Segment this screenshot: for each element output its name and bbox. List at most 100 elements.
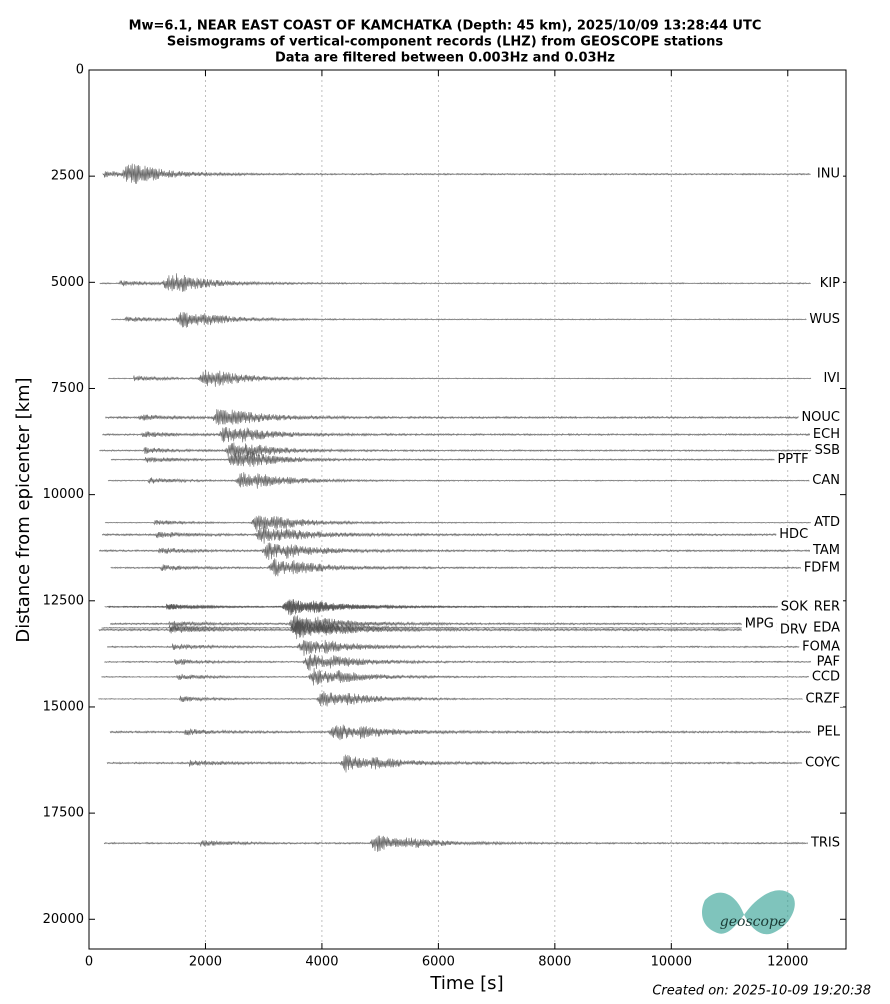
label-background bbox=[800, 559, 843, 576]
title-line: Data are filtered between 0.003Hz and 0.… bbox=[275, 51, 615, 66]
label-background bbox=[813, 653, 843, 670]
label-background bbox=[809, 426, 843, 443]
x-tick-label: 4000 bbox=[305, 955, 338, 970]
station-label: PAF bbox=[817, 654, 840, 669]
station-label: ATD bbox=[814, 515, 840, 530]
station-label: COYC bbox=[805, 756, 840, 771]
trace bbox=[101, 667, 811, 686]
label-background bbox=[816, 275, 843, 292]
trace bbox=[98, 691, 811, 707]
label-background bbox=[776, 621, 811, 638]
y-tick-label: 5000 bbox=[51, 275, 84, 290]
trace bbox=[110, 558, 812, 577]
station-label: ECH bbox=[813, 427, 840, 442]
label-background bbox=[808, 668, 843, 685]
station-label: FDFM bbox=[804, 560, 840, 575]
label-background bbox=[806, 311, 843, 328]
trace bbox=[109, 724, 812, 741]
label-background bbox=[799, 638, 843, 655]
station-label: RER bbox=[814, 599, 840, 614]
trace bbox=[107, 472, 811, 489]
trace bbox=[101, 619, 812, 635]
x-tick-label: 12000 bbox=[767, 955, 808, 970]
label-background bbox=[813, 724, 843, 741]
label-background bbox=[809, 542, 843, 559]
label-background bbox=[777, 598, 811, 615]
trace bbox=[103, 835, 811, 852]
station-label: IVI bbox=[823, 371, 840, 386]
label-background bbox=[774, 451, 812, 468]
station-label: SSB bbox=[815, 443, 840, 458]
logo: geoscope bbox=[702, 890, 795, 935]
y-tick-label: 12500 bbox=[43, 593, 84, 608]
trace bbox=[105, 409, 811, 426]
trace bbox=[110, 615, 811, 631]
y-axis-label: Distance from epicenter [km] bbox=[13, 377, 34, 642]
trace bbox=[106, 754, 812, 773]
trace bbox=[104, 515, 812, 532]
trace bbox=[102, 427, 812, 443]
station-label: SOK bbox=[781, 599, 808, 614]
x-tick-label: 10000 bbox=[651, 955, 692, 970]
footer: Created on: 2025-10-09 19:20:38 bbox=[652, 984, 871, 999]
trace bbox=[99, 442, 812, 459]
x-tick-label: 2000 bbox=[189, 955, 222, 970]
trace bbox=[107, 639, 811, 656]
logo-text: geoscope bbox=[720, 914, 786, 930]
station-label: FOMA bbox=[802, 639, 840, 654]
y-tick-label: 7500 bbox=[51, 381, 84, 396]
station-label: TRIS bbox=[810, 836, 840, 851]
plot-frame bbox=[88, 69, 847, 950]
trace bbox=[108, 369, 812, 387]
label-background bbox=[807, 835, 843, 852]
y-tick-label: 17500 bbox=[43, 806, 84, 821]
trace bbox=[111, 312, 812, 328]
station-label: CAN bbox=[812, 473, 840, 488]
y-tick-label: 15000 bbox=[43, 699, 84, 714]
y-tick-label: 10000 bbox=[43, 487, 84, 502]
trace bbox=[104, 599, 811, 615]
x-tick-label: 8000 bbox=[538, 955, 571, 970]
title-line: Seismograms of vertical-component record… bbox=[167, 35, 723, 50]
label-background bbox=[813, 166, 843, 183]
label-background bbox=[798, 409, 843, 426]
label-background bbox=[811, 514, 843, 531]
label-background bbox=[809, 472, 843, 489]
trace bbox=[110, 450, 811, 467]
label-background bbox=[741, 615, 777, 632]
title-line: Mw=6.1, NEAR EAST COAST OF KAMCHATKA (De… bbox=[129, 19, 762, 34]
x-axis-label: Time [s] bbox=[429, 973, 503, 994]
station-label: INU bbox=[817, 167, 840, 182]
station-label: NOUC bbox=[801, 410, 840, 425]
station-label: EDA bbox=[813, 620, 840, 635]
y-tick-label: 0 bbox=[76, 63, 84, 78]
station-label: CCD bbox=[812, 669, 840, 684]
trace bbox=[98, 620, 812, 640]
label-background bbox=[810, 598, 843, 615]
label-background bbox=[802, 755, 843, 772]
trace bbox=[99, 273, 811, 292]
logo-shape bbox=[702, 890, 795, 935]
x-tick-label: 6000 bbox=[422, 955, 455, 970]
station-label: KIP bbox=[820, 276, 840, 291]
station-label: WUS bbox=[809, 312, 840, 327]
station-label: PPTF bbox=[777, 452, 808, 467]
station-label: CRZF bbox=[806, 691, 841, 706]
station-label: TAM bbox=[812, 543, 840, 558]
station-label: MPG bbox=[745, 616, 774, 631]
trace bbox=[101, 525, 811, 544]
x-tick-label: 0 bbox=[85, 955, 93, 970]
label-background bbox=[776, 526, 812, 543]
trace bbox=[102, 163, 811, 184]
traces bbox=[98, 163, 812, 852]
trace bbox=[98, 542, 811, 561]
y-tick-label: 20000 bbox=[43, 912, 84, 927]
y-tick-label: 2500 bbox=[51, 169, 84, 184]
station-label: PEL bbox=[817, 725, 841, 740]
station-label: DRV bbox=[780, 622, 807, 637]
label-background bbox=[802, 690, 843, 707]
station-label: HDC bbox=[779, 527, 808, 542]
label-background bbox=[811, 442, 843, 459]
